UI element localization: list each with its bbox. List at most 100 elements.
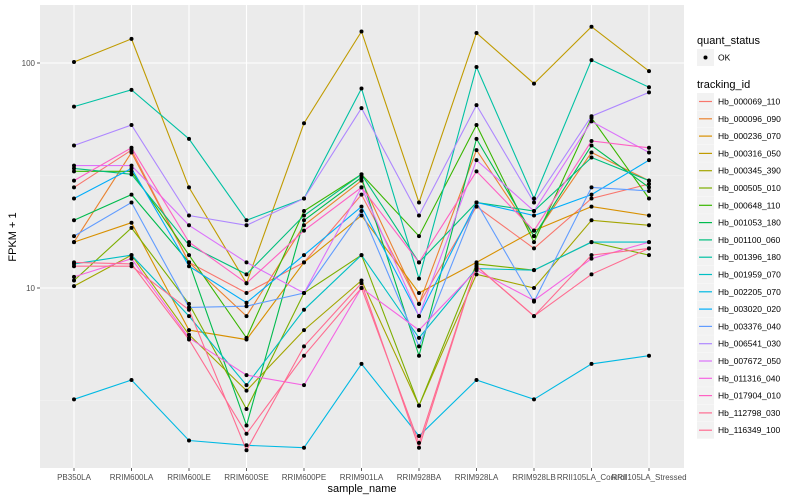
data-point: [72, 163, 76, 168]
data-point: [129, 150, 134, 155]
data-point: [244, 272, 249, 277]
data-point: [474, 200, 479, 205]
data-point: [589, 150, 594, 155]
data-point: [359, 213, 364, 218]
data-point: [72, 178, 76, 183]
legend-label: Hb_000069_110: [718, 97, 781, 107]
legend-label: Hb_007672_050: [718, 356, 781, 366]
data-point: [244, 443, 249, 448]
data-point: [244, 383, 249, 388]
data-point: [72, 169, 76, 174]
data-point: [187, 307, 191, 312]
data-point: [359, 178, 364, 183]
data-point: [647, 253, 651, 258]
legend-label: Hb_000316_050: [718, 148, 781, 158]
data-point: [244, 304, 249, 309]
x-tick-label: RRII105LA_Control: [557, 473, 627, 482]
data-point: [647, 196, 651, 201]
data-point: [187, 264, 191, 269]
legend-label: Hb_000096_090: [718, 114, 781, 124]
data-point: [647, 353, 651, 358]
legend-label: Hb_000648_110: [718, 200, 781, 210]
data-point: [417, 440, 421, 445]
data-point: [532, 81, 536, 86]
legend-label: Hb_112798_030: [718, 408, 781, 418]
data-point: [474, 136, 479, 141]
data-point: [244, 335, 249, 340]
data-point: [532, 213, 536, 218]
data-point: [474, 204, 479, 209]
legend-label: Hb_001959_070: [718, 270, 781, 280]
legend-label: Hb_011316_040: [718, 373, 781, 383]
legend-label: Hb_116349_100: [718, 425, 781, 435]
x-axis-title: sample_name: [327, 483, 396, 495]
data-point: [187, 240, 191, 245]
data-point: [647, 213, 651, 218]
data-point: [72, 104, 76, 109]
data-point: [129, 172, 134, 177]
data-point: [474, 148, 479, 153]
data-point: [129, 256, 134, 261]
data-point: [589, 196, 594, 201]
series-points: [72, 24, 651, 453]
data-point: [647, 69, 651, 74]
data-point: [187, 223, 191, 228]
data-point: [129, 123, 134, 128]
data-point: [647, 90, 651, 95]
data-point: [72, 397, 76, 402]
data-point: [532, 397, 536, 402]
data-point: [359, 29, 364, 34]
data-point: [129, 169, 134, 174]
legend-label: Hb_002205_070: [718, 287, 781, 297]
data-point: [302, 223, 306, 228]
data-point: [589, 253, 594, 258]
data-point: [302, 253, 306, 258]
data-point: [417, 314, 421, 319]
x-axis: PB350LA RRIM600LA RRIM600LE RRIM600SE RRIM60…: [57, 468, 687, 482]
data-point: [187, 328, 191, 333]
data-point: [532, 246, 536, 251]
data-point: [647, 185, 651, 190]
data-point: [532, 228, 536, 233]
data-point: [417, 403, 421, 408]
legend-label: Hb_001396_180: [718, 252, 781, 262]
data-point: [187, 136, 191, 141]
data-point: [532, 200, 536, 205]
data-point: [532, 268, 536, 273]
data-point: [72, 218, 76, 223]
data-point: [474, 272, 479, 277]
data-point: [187, 438, 191, 443]
data-point: [302, 228, 306, 233]
data-point: [187, 337, 191, 342]
data-point: [589, 24, 594, 29]
legend: quant_status OK tracking_id Hb_000069_110 Hb…: [697, 35, 781, 439]
x-tick-label: RRIM600LE: [167, 473, 211, 482]
data-point: [187, 301, 191, 306]
data-point: [129, 378, 134, 383]
legend-label: Hb_000236_070: [718, 131, 781, 141]
data-point: [72, 284, 76, 289]
data-point: [72, 260, 76, 265]
data-point: [187, 185, 191, 190]
data-point: [417, 260, 421, 265]
data-point: [244, 373, 249, 378]
data-point: [474, 378, 479, 383]
legend-label: OK: [718, 53, 731, 63]
data-point: [72, 234, 76, 239]
data-point: [417, 344, 421, 349]
data-point: [359, 253, 364, 258]
y-axis: 10 100: [22, 59, 40, 293]
legend-label: Hb_000505_010: [718, 183, 781, 193]
data-point: [647, 240, 651, 245]
data-point: [417, 276, 421, 281]
data-point: [72, 185, 76, 190]
data-point: [417, 200, 421, 205]
x-tick-label: RRII105LA_Stressed: [611, 473, 686, 482]
data-point: [589, 185, 594, 190]
data-point: [72, 274, 76, 279]
data-point: [129, 264, 134, 269]
data-point: [72, 143, 76, 148]
data-point: [244, 423, 249, 428]
data-point: [589, 143, 594, 148]
